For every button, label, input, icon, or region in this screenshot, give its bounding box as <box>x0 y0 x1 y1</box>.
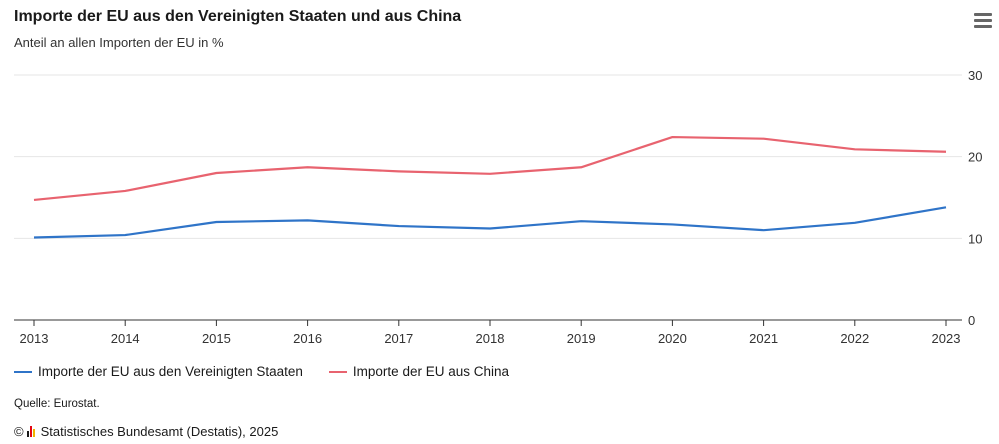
source-note: Quelle: Eurostat. <box>14 398 100 410</box>
data-point[interactable] <box>668 220 676 228</box>
data-point[interactable] <box>121 231 129 239</box>
destatis-logo-icon <box>26 426 36 437</box>
copyright-symbol: © <box>14 424 24 439</box>
legend-swatch-usa <box>14 370 32 373</box>
data-point[interactable] <box>851 219 859 227</box>
y-tick-label: 0 <box>968 313 975 328</box>
chart-title: Importe der EU aus den Vereinigten Staat… <box>14 8 462 25</box>
data-point[interactable] <box>851 145 859 153</box>
hamburger-menu-icon[interactable] <box>974 13 992 29</box>
data-point[interactable] <box>212 169 220 177</box>
data-point[interactable] <box>395 167 403 175</box>
x-tick-label: 2015 <box>202 331 231 346</box>
data-point[interactable] <box>30 234 38 242</box>
y-tick-label: 10 <box>968 231 982 246</box>
data-point[interactable] <box>30 196 38 204</box>
series-line-0[interactable] <box>33 206 947 239</box>
data-point[interactable] <box>304 163 312 171</box>
legend: Importe der EU aus den Vereinigten Staat… <box>14 364 509 379</box>
chart-subtitle: Anteil an allen Importen der EU in % <box>14 35 224 50</box>
y-tick-label: 30 <box>968 68 982 83</box>
y-axis-ticks: 0 10 20 30 <box>968 68 982 328</box>
x-tick-label: 2021 <box>749 331 778 346</box>
data-point[interactable] <box>577 163 585 171</box>
footer-credit: © Statistisches Bundesamt (Destatis), 20… <box>14 424 278 439</box>
y-tick-label: 20 <box>968 150 982 165</box>
data-point[interactable] <box>942 148 950 156</box>
legend-label-usa: Importe der EU aus den Vereinigten Staat… <box>38 364 303 379</box>
legend-item-china[interactable]: Importe der EU aus China <box>328 364 509 379</box>
x-axis: 2013 2014 2015 2016 2017 2018 2019 2020 2021 2022… <box>14 319 962 346</box>
data-point[interactable] <box>212 218 220 226</box>
data-point[interactable] <box>760 135 768 143</box>
series-line-1[interactable] <box>33 135 947 202</box>
x-tick-label: 2018 <box>476 331 505 346</box>
series-lines <box>30 133 950 242</box>
data-point[interactable] <box>668 133 676 141</box>
legend-swatch-china <box>328 370 347 373</box>
legend-item-usa[interactable]: Importe der EU aus den Vereinigten Staat… <box>14 364 303 379</box>
data-point[interactable] <box>304 216 312 224</box>
data-point[interactable] <box>942 203 950 211</box>
x-tick-label: 2017 <box>384 331 413 346</box>
x-tick-label: 2016 <box>293 331 322 346</box>
data-point[interactable] <box>760 226 768 234</box>
data-point[interactable] <box>395 222 403 230</box>
x-tick-label: 2020 <box>658 331 687 346</box>
legend-label-china: Importe der EU aus China <box>352 364 509 379</box>
x-tick-label: 2022 <box>840 331 869 346</box>
x-tick-label: 2019 <box>567 331 596 346</box>
x-tick-label: 2013 <box>20 331 49 346</box>
data-point[interactable] <box>577 217 585 225</box>
x-tick-label: 2023 <box>932 331 961 346</box>
publisher-label: Statistisches Bundesamt (Destatis), 2025 <box>40 424 279 439</box>
x-tick-label: 2014 <box>111 331 140 346</box>
grid-lines <box>14 74 962 239</box>
data-point[interactable] <box>486 225 494 233</box>
data-point[interactable] <box>486 170 494 178</box>
data-point[interactable] <box>121 187 129 195</box>
